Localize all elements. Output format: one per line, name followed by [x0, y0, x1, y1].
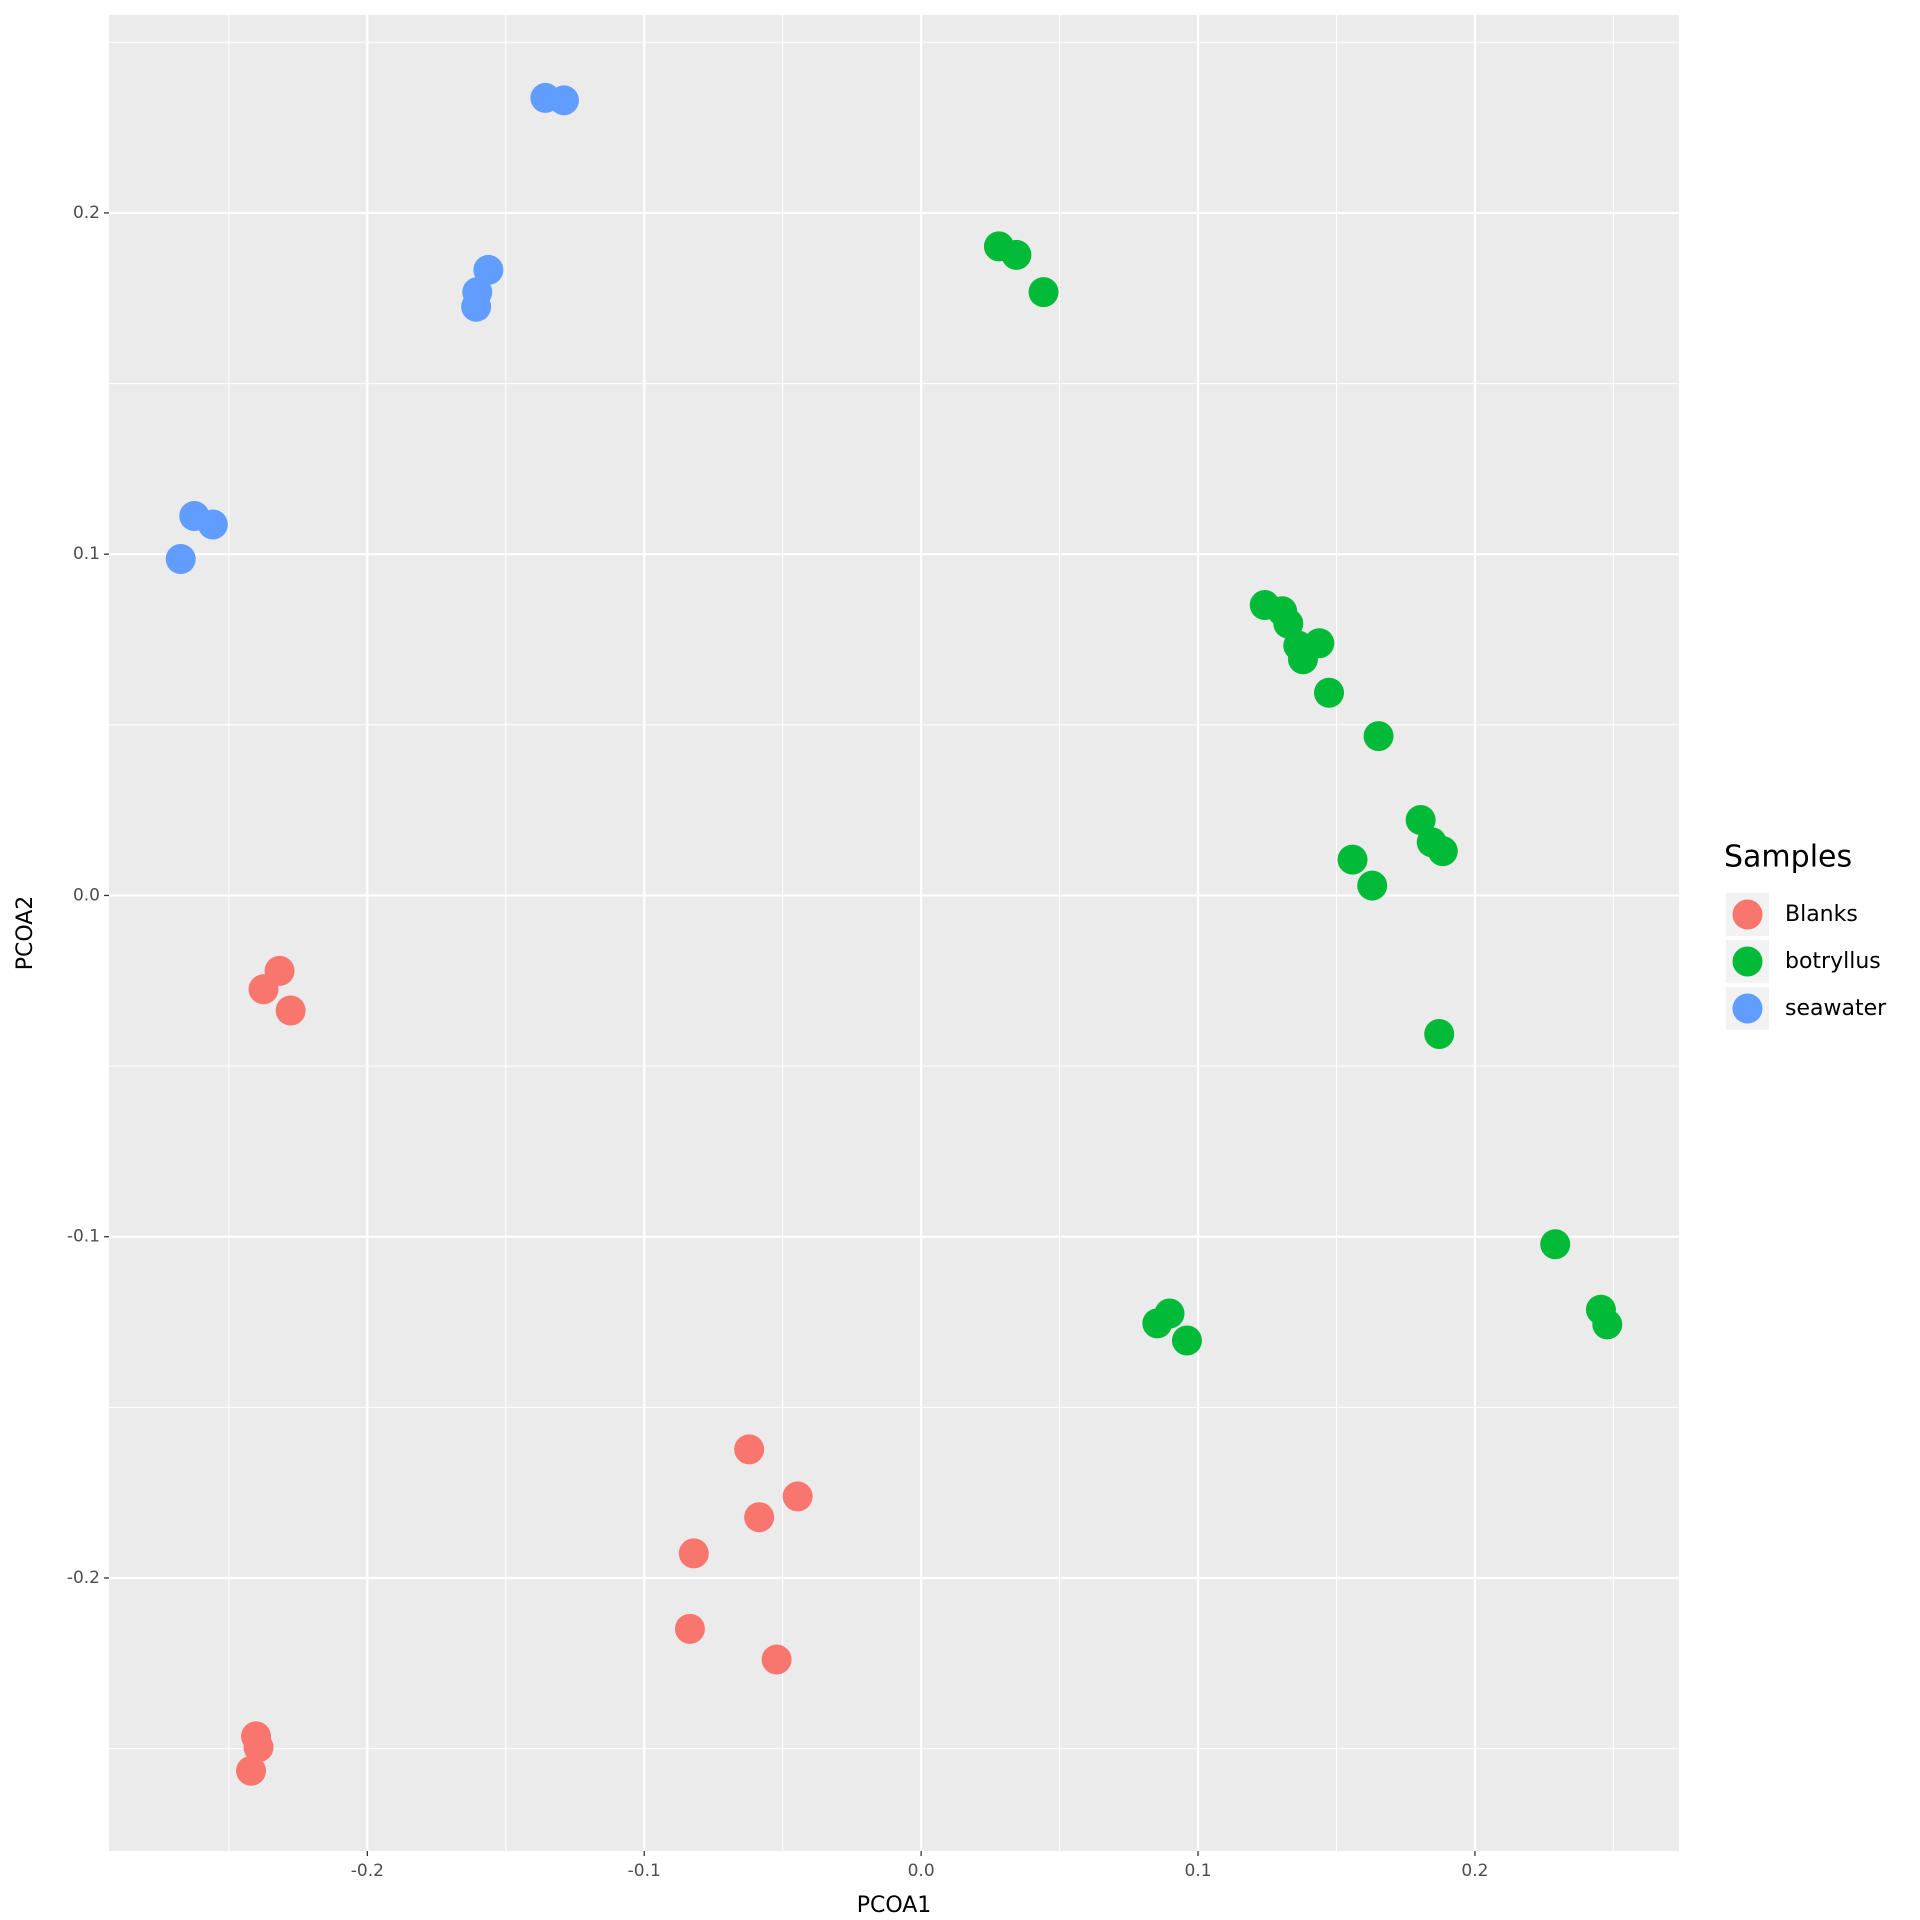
point [678, 1538, 709, 1569]
legend: Blanks botryllus seawater [1726, 893, 1887, 1030]
point [1357, 870, 1388, 901]
point [1028, 277, 1059, 308]
point [1540, 1229, 1571, 1260]
x-tick-label: 0.0 [908, 1861, 935, 1881]
legend-label: seawater [1785, 996, 1887, 1021]
y-axis-title: PCOA2 [13, 896, 38, 971]
point [1427, 836, 1458, 867]
point [1337, 844, 1368, 875]
point [734, 1434, 765, 1465]
point [248, 974, 279, 1005]
legend-swatch [1732, 993, 1763, 1024]
panel [109, 15, 1679, 1851]
legend-label: Blanks [1785, 902, 1858, 927]
point [1171, 1325, 1202, 1356]
point [1001, 239, 1032, 270]
point [275, 995, 306, 1026]
point [1592, 1309, 1623, 1340]
point [1142, 1308, 1173, 1339]
point [1287, 644, 1318, 675]
point [1314, 677, 1345, 708]
x-tick-label: 0.1 [1185, 1861, 1212, 1881]
point [165, 543, 196, 574]
legend-title: Samples [1724, 840, 1852, 875]
legend-swatch [1732, 946, 1763, 977]
point [1405, 805, 1436, 836]
legend-label: botryllus [1785, 949, 1881, 974]
point [236, 1755, 267, 1786]
grid [109, 15, 1679, 1851]
y-tick-label: 0.1 [73, 544, 100, 564]
point [674, 1613, 705, 1644]
point [1363, 721, 1394, 752]
y-tick-label: -0.1 [67, 1227, 100, 1247]
point [243, 1732, 274, 1763]
point [1424, 1019, 1455, 1050]
x-tick-label: -0.1 [628, 1861, 661, 1881]
y-tick-label: 0.2 [73, 203, 100, 223]
x-tick-label: -0.2 [351, 1861, 384, 1881]
point [782, 1481, 813, 1512]
points [165, 82, 1623, 1786]
legend-swatch [1732, 899, 1763, 930]
point [461, 291, 492, 322]
x-tick-label: 0.2 [1461, 1861, 1488, 1881]
point [548, 85, 579, 116]
y-tick-label: -0.2 [67, 1568, 100, 1588]
point [473, 254, 504, 285]
point [197, 509, 228, 540]
point [744, 1502, 775, 1533]
y-tick-label: 0.0 [73, 885, 100, 905]
x-axis-title: PCOA1 [857, 1893, 932, 1918]
point [761, 1644, 792, 1675]
